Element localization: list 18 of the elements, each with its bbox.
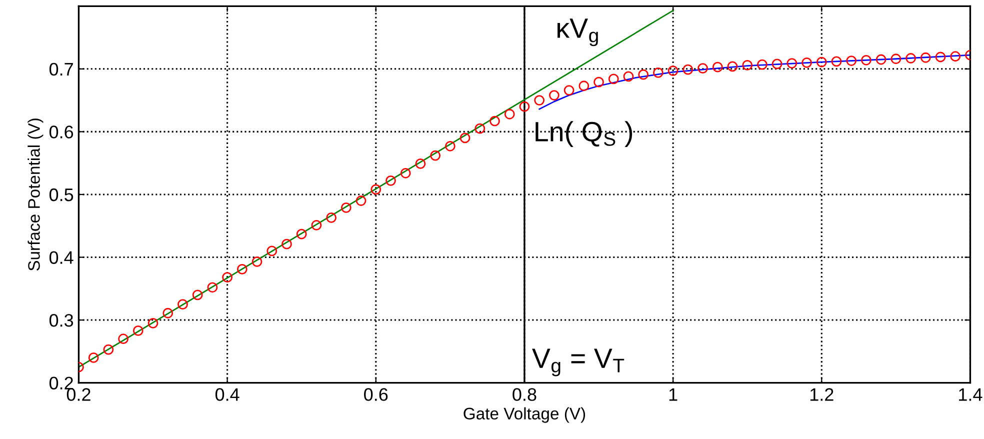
- annotation: κV$_{g}$: [558, 18, 598, 46]
- x-tick-label: 0.6: [364, 388, 388, 401]
- y-tick-label: 0.2: [49, 376, 73, 390]
- x-axis-title: Gate Voltage (V): [464, 407, 586, 423]
- x-tick-label: 1.4: [959, 388, 982, 401]
- y-tick-label: 0.7: [49, 62, 73, 76]
- ref-line-label: V$_{g}$ = V$_{T}$: [532, 348, 624, 376]
- y-tick-label: 0.6: [49, 126, 74, 138]
- x-tick-label: 0.4: [215, 388, 240, 401]
- x-tick-label: 1.2: [810, 388, 834, 401]
- y-tick-label: 0.4: [49, 251, 74, 264]
- x-tick-label: 0.2: [66, 388, 90, 401]
- x-tick-label: 1: [669, 388, 678, 401]
- y-tick-label: 0.3: [49, 314, 74, 327]
- annotation: Ln( Q$_{S}$ ): [536, 121, 632, 148]
- x-tick-label: 0.8: [512, 388, 536, 401]
- y-tick-label: 0.5: [49, 188, 74, 202]
- y-axis-title: Surface Potential (V): [28, 118, 44, 271]
